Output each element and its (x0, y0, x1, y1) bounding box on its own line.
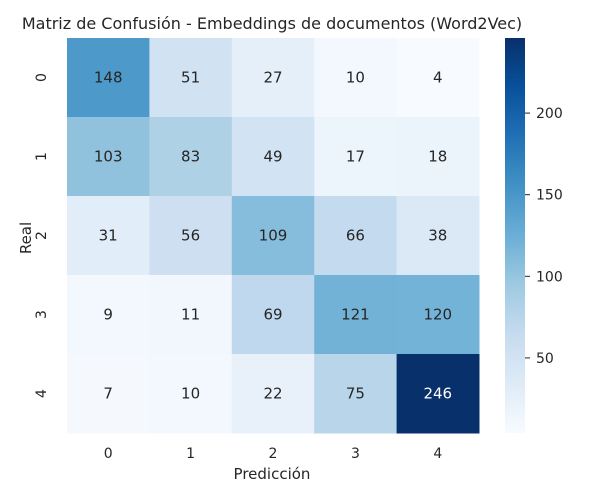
heatmap-cell (396, 275, 480, 355)
cell-value-label: 17 (346, 148, 365, 166)
cell-value-label: 7 (103, 385, 113, 403)
colorbar (505, 38, 525, 433)
heatmap-cell (231, 38, 315, 118)
x-axis-label: Predicción (234, 465, 311, 483)
chart-title: Matriz de Confusión - Embeddings de docu… (22, 14, 522, 33)
colorbar-tick-label: 150 (536, 188, 563, 204)
cell-value-label: 27 (263, 69, 282, 87)
cell-value-label: 120 (423, 306, 452, 324)
y-tick-labels: 0 1 2 3 4 (34, 73, 50, 398)
cell-value-label: 121 (341, 306, 370, 324)
y-tick-label: 0 (34, 73, 50, 82)
heatmap-cell (314, 275, 398, 355)
heatmap-cell (149, 38, 233, 118)
cell-value-label: 56 (181, 227, 200, 245)
heatmap-cell (67, 354, 150, 434)
heatmap-cell (149, 275, 233, 355)
colorbar-tick-label: 50 (536, 351, 554, 367)
cell-value-label: 22 (263, 385, 282, 403)
heatmap-cell (149, 354, 233, 434)
cell-value-label: 69 (263, 306, 282, 324)
x-tick-label: 0 (104, 446, 113, 462)
heatmap-cell (67, 275, 150, 355)
heatmap-cell (314, 117, 398, 197)
x-tick-label: 2 (269, 446, 278, 462)
y-tick-label: 1 (34, 152, 50, 161)
heatmap-cell (231, 275, 315, 355)
cell-value-label: 103 (94, 148, 123, 166)
cell-value-label: 9 (103, 306, 113, 324)
cell-value-label: 10 (346, 69, 365, 87)
cell-value-label: 31 (99, 227, 118, 245)
heatmap-cell (149, 117, 233, 197)
colorbar-tick-label: 200 (536, 106, 563, 122)
cell-value-label: 10 (181, 385, 200, 403)
y-axis-label: Real (17, 222, 35, 254)
heatmap-cells: 148 51 27 10 4 103 83 49 17 18 31 56 109 66 38 9 11 69 121… (67, 38, 480, 434)
x-tick-label: 4 (433, 446, 442, 462)
heatmap-cell (314, 196, 398, 276)
heatmap-cell (396, 117, 480, 197)
heatmap-cell (314, 354, 398, 434)
y-tick-label: 2 (34, 231, 50, 240)
cell-value-label: 51 (181, 69, 200, 87)
cell-value-label: 11 (181, 306, 200, 324)
heatmap-cell (231, 196, 315, 276)
heatmap-cell (67, 38, 150, 118)
cell-value-label: 109 (259, 227, 288, 245)
y-tick-label: 3 (34, 310, 50, 319)
heatmap-cell (396, 196, 480, 276)
heatmap-cell (314, 38, 398, 118)
cell-value-label: 18 (428, 148, 447, 166)
heatmap-cell (231, 354, 315, 434)
cell-value-label: 66 (346, 227, 365, 245)
heatmap-cell (67, 117, 150, 197)
cell-value-label: 49 (263, 148, 282, 166)
heatmap-cell (231, 117, 315, 197)
cell-value-label: 4 (433, 69, 443, 87)
cell-value-label: 75 (346, 385, 365, 403)
heatmap-cell (396, 38, 480, 118)
colorbar-tick-label: 100 (536, 269, 563, 285)
y-tick-label: 4 (34, 389, 50, 398)
cell-value-label: 83 (181, 148, 200, 166)
heatmap-cell (149, 196, 233, 276)
heatmap-cell (67, 196, 150, 276)
cell-value-label: 246 (423, 385, 452, 403)
x-tick-labels: 0 1 2 3 4 (104, 446, 443, 462)
cell-value-label: 148 (94, 69, 123, 87)
x-tick-label: 1 (186, 446, 195, 462)
heatmap-cell (396, 354, 480, 434)
colorbar-ticks: 50 100 150 200 (525, 106, 563, 367)
cell-value-label: 38 (428, 227, 447, 245)
x-tick-label: 3 (351, 446, 360, 462)
